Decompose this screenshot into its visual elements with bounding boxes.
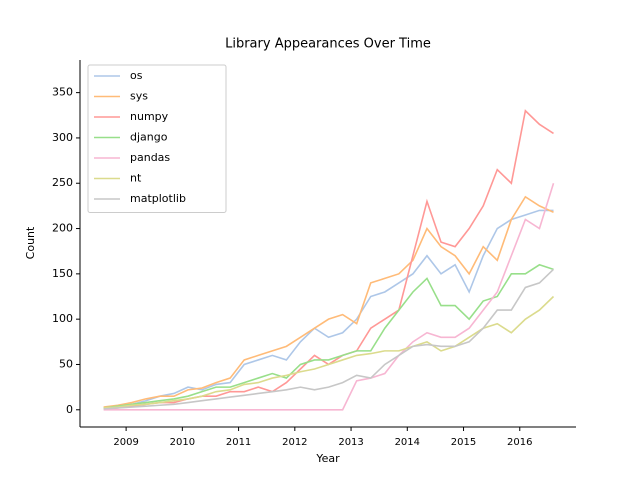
legend-label: django: [130, 131, 168, 144]
series-line: [103, 295, 555, 409]
x-tick-label: 2012: [282, 437, 307, 448]
chart-title: Library Appearances Over Time: [225, 37, 431, 52]
series-line: [103, 195, 554, 408]
y-tick-label: 200: [52, 222, 73, 235]
legend-label: matplotlib: [130, 192, 186, 205]
series-line: [103, 268, 555, 410]
x-tick-label: 2014: [395, 437, 420, 448]
x-axis-label: Year: [315, 452, 340, 465]
legend-label: numpy: [130, 110, 169, 123]
legend-box: [87, 64, 227, 213]
y-axis-label: Count: [24, 226, 37, 259]
x-tick-label: 2013: [338, 437, 363, 448]
x-tick-label: 2016: [507, 437, 532, 448]
y-tick-label: 100: [52, 312, 73, 325]
x-tick-label: 2009: [113, 437, 138, 448]
legend-label: sys: [130, 90, 148, 103]
series-line: [103, 263, 554, 409]
series-line: [103, 209, 554, 409]
y-tick-label: 0: [66, 403, 73, 416]
x-tick-label: 2015: [451, 437, 476, 448]
x-tick-label: 2011: [226, 437, 251, 448]
y-tick-label: 250: [52, 176, 73, 189]
legend-label: pandas: [130, 151, 170, 164]
x-tick-label: 2010: [170, 437, 195, 448]
series-line: [103, 183, 555, 411]
y-tick-label: 150: [52, 267, 73, 280]
y-tick-label: 50: [59, 357, 73, 370]
legend-label: os: [130, 69, 143, 82]
y-tick-label: 300: [52, 131, 73, 144]
legend-label: nt: [130, 172, 142, 185]
y-tick-label: 350: [52, 86, 73, 99]
